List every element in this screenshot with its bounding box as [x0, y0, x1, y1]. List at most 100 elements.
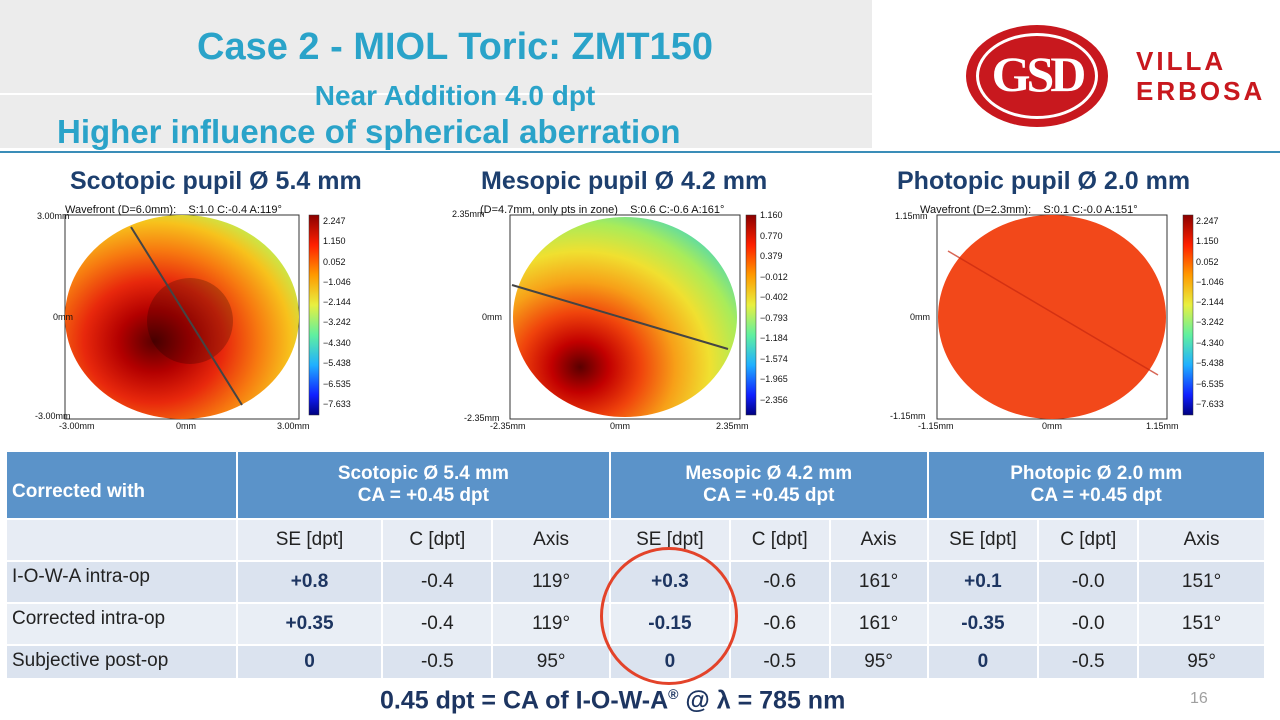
photopic-cb-3: −1.046 [1196, 277, 1224, 287]
table-cell: -0.0 [1037, 560, 1140, 604]
group-photopic: Photopic Ø 2.0 mm CA = +0.45 dpt [926, 450, 1266, 520]
group-scotopic-line2: CA = +0.45 dpt [357, 485, 489, 506]
mesopic-x-right: 2.35mm [716, 421, 749, 431]
table-cell: 161° [828, 560, 929, 604]
mesopic-y-bottom: -2.35mm [464, 413, 500, 423]
scotopic-cb-3: −1.046 [323, 277, 351, 287]
header-divider [0, 93, 872, 95]
mesopic-title: Mesopic pupil Ø 4.2 mm [481, 167, 768, 195]
table-cell: 95° [491, 644, 612, 680]
photopic-title: Photopic pupil Ø 2.0 mm [897, 167, 1191, 195]
photopic-wavefront-map: Wavefront (D=2.3mm): S:0.1 C:-0.0 A:151°… [890, 203, 1224, 433]
table-cell: +0.8 [235, 560, 384, 604]
table-cell: 95° [828, 644, 929, 680]
mesopic-caption: (D=4.7mm, only pts in zone) S:0.6 C:-0.6… [480, 204, 725, 216]
photopic-caption: Wavefront (D=2.3mm): S:0.1 C:-0.0 A:151° [920, 204, 1138, 216]
table-cell: -0.4 [381, 602, 494, 646]
column-header-axis: Axis [491, 518, 612, 562]
photopic-y-bottom: -1.15mm [890, 411, 926, 421]
table-cell: -0.4 [381, 560, 494, 604]
group-photopic-line1: Photopic Ø 2.0 mm [1010, 463, 1183, 484]
photopic-cb-4: −2.144 [1196, 297, 1224, 307]
row-label: Subjective post-op [5, 644, 238, 680]
mesopic-cb-4: −0.402 [760, 292, 788, 302]
table-cell: -0.5 [381, 644, 494, 680]
scotopic-wavefront-map: Wavefront (D=6.0mm): S:1.0 C:-0.4 A:119°… [35, 203, 365, 433]
scotopic-cb-9: −7.633 [323, 399, 351, 409]
group-scotopic-line1: Scotopic Ø 5.4 mm [337, 463, 509, 484]
photopic-map-graphic [936, 214, 1194, 420]
row-label: Corrected intra-op [5, 602, 238, 646]
slide-subtitle: Near Addition 4.0 dpt [314, 80, 596, 111]
logo-name-line1: VILLA [1136, 46, 1227, 76]
footer-registered-mark: ® [668, 686, 679, 702]
scotopic-cb-0: 2.247 [323, 216, 346, 226]
photopic-cb-7: −5.438 [1196, 358, 1224, 368]
table-cell: -0.6 [728, 560, 831, 604]
table-cell: 151° [1137, 560, 1266, 604]
mesopic-wavefront-map: (D=4.7mm, only pts in zone) S:0.6 C:-0.6… [452, 203, 790, 433]
photopic-y-top: 1.15mm [895, 211, 928, 221]
table-cell: 161° [828, 602, 929, 646]
mesopic-y-mid: 0mm [482, 312, 502, 322]
column-header-c: C [dpt] [1037, 518, 1140, 562]
scotopic-y-bottom: -3.00mm [35, 411, 71, 421]
page-number: 16 [1190, 690, 1208, 707]
mesopic-cb-0: 1.160 [760, 210, 783, 220]
mesopic-cb-2: 0.379 [760, 251, 783, 261]
photopic-x-left: -1.15mm [918, 421, 954, 431]
table-cell: 119° [491, 560, 612, 604]
table-header-row: Corrected with Scotopic Ø 5.4 mm CA = +0… [5, 450, 1266, 520]
mesopic-cb-1: 0.770 [760, 231, 783, 241]
logo-ring [976, 33, 1098, 119]
column-header-empty [5, 518, 238, 562]
table-cell: 0 [235, 644, 384, 680]
photopic-y-mid: 0mm [910, 312, 930, 322]
photopic-cb-0: 2.247 [1196, 216, 1219, 226]
slide-title: Case 2 - MIOL Toric: ZMT150 [197, 26, 713, 68]
mesopic-cb-7: −1.574 [760, 354, 788, 364]
photopic-cb-9: −7.633 [1196, 399, 1224, 409]
column-header-se: SE [dpt] [926, 518, 1040, 562]
scotopic-x-mid: 0mm [176, 421, 196, 431]
header-underline [0, 151, 1280, 153]
scotopic-x-left: -3.00mm [59, 421, 95, 431]
scotopic-y-top: 3.00mm [37, 211, 70, 221]
scotopic-cb-6: −4.340 [323, 338, 351, 348]
scotopic-cb-5: −3.242 [323, 317, 351, 327]
photopic-cb-2: 0.052 [1196, 257, 1219, 267]
column-header-c: C [dpt] [728, 518, 831, 562]
table-cell: 95° [1137, 644, 1266, 680]
photopic-cb-6: −4.340 [1196, 338, 1224, 348]
mesopic-y-top: 2.35mm [452, 209, 485, 219]
footer-note: 0.45 dpt = CA of I-O-W-A® @ λ = 785 nm [380, 686, 845, 715]
table-cell: -0.5 [728, 644, 831, 680]
table-cell: -0.5 [1037, 644, 1140, 680]
highlight-circle [600, 547, 738, 685]
table-cell: +0.1 [926, 560, 1040, 604]
photopic-cb-5: −3.242 [1196, 317, 1224, 327]
group-mesopic: Mesopic Ø 4.2 mm CA = +0.45 dpt [609, 450, 929, 520]
group-mesopic-line1: Mesopic Ø 4.2 mm [685, 463, 853, 484]
header-band [0, 0, 872, 148]
footer-text-before: 0.45 dpt = CA of I-O-W-A [380, 686, 669, 715]
mesopic-x-mid: 0mm [610, 421, 630, 431]
photopic-cb-1: 1.150 [1196, 236, 1219, 246]
mesopic-x-left: -2.35mm [490, 421, 526, 431]
scotopic-title: Scotopic pupil Ø 5.4 mm [70, 167, 362, 195]
scotopic-cb-4: −2.144 [323, 297, 351, 307]
mesopic-cb-9: −2.356 [760, 395, 788, 405]
mesopic-map-graphic [509, 214, 757, 420]
mesopic-cb-5: −0.793 [760, 313, 788, 323]
table-row: Subjective post-op 0 -0.5 95° 0 -0.5 95°… [5, 644, 1266, 680]
group-photopic-line2: CA = +0.45 dpt [1030, 485, 1162, 506]
column-header-axis: Axis [828, 518, 929, 562]
photopic-cb-8: −6.535 [1196, 379, 1224, 389]
table-cell: 151° [1137, 602, 1266, 646]
scotopic-caption: Wavefront (D=6.0mm): S:1.0 C:-0.4 A:119° [65, 204, 282, 216]
column-header-axis: Axis [1137, 518, 1266, 562]
mesopic-cb-6: −1.184 [760, 333, 788, 343]
table-cell: 0 [926, 644, 1040, 680]
column-header-row: SE [dpt] C [dpt] Axis SE [dpt] C [dpt] A… [5, 518, 1266, 562]
scotopic-cb-7: −5.438 [323, 358, 351, 368]
